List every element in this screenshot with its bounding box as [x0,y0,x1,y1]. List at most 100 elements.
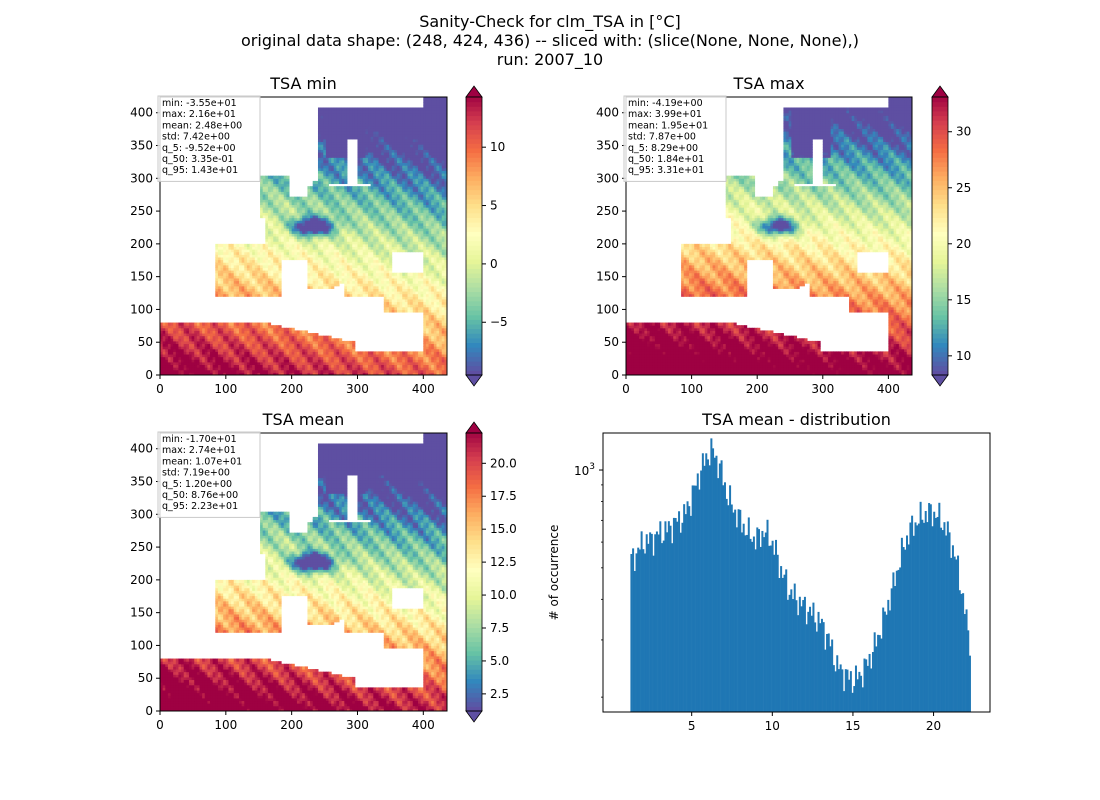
colorbar-step [466,498,482,503]
colorbar-step [466,553,482,558]
y-tick-label: 250 [596,204,619,218]
colorbar-step [466,213,482,218]
colorbar-step [466,665,482,670]
y-tick-label: 0 [145,368,153,382]
colorbar-step [932,306,948,311]
colorbar-step [466,106,482,111]
colorbar-step [932,125,948,130]
stats-line: mean: 2.48e+00 [162,120,242,131]
colorbar-step [466,301,482,306]
y-tick-label: 350 [596,139,619,153]
colorbar-step [932,264,948,269]
colorbar-step [466,660,482,665]
colorbar-step [932,259,948,264]
histogram-bar [748,517,750,712]
colorbar-step [466,329,482,334]
stats-line: min: -3.55e+01 [162,98,237,109]
colorbar-step [466,674,482,679]
colorbar-tick-label: 20.0 [490,456,517,470]
histogram-bar [661,543,663,712]
colorbar-step [466,139,482,144]
colorbar-step [466,461,482,466]
x-tick-label: 400 [412,718,435,732]
histogram-title: TSA mean - distribution [701,410,891,429]
colorbar-step [466,452,482,457]
x-tick-label: 5 [688,719,696,733]
colorbar-step [466,259,482,264]
colorbar-tick-label: 15 [956,293,971,307]
colorbar-step [466,324,482,329]
colorbar-step [932,139,948,144]
colorbar-step [932,208,948,213]
colorbar-step [932,204,948,209]
colorbar-step [932,333,948,338]
colorbar-step [466,143,482,148]
colorbar-step [932,282,948,287]
colorbar-tick-label: 10 [956,349,971,363]
colorbar-step [466,447,482,452]
stats-line: q_5: -9.52e+00 [162,143,236,154]
colorbar-step [466,125,482,130]
colorbar-step [466,507,482,512]
colorbar-step [932,250,948,255]
colorbar-step [466,273,482,278]
colorbar-step [466,255,482,260]
colorbar-step [932,268,948,273]
colorbar-step [466,134,482,139]
colorbar-step [932,273,948,278]
y-tick-label: 150 [130,270,153,284]
colorbar: 2.55.07.510.012.515.017.520.0 [466,422,517,722]
x-tick-label: 200 [280,718,303,732]
stats-line: std: 7.87e+00 [628,132,696,143]
colorbar-step [466,577,482,582]
colorbar-step [466,190,482,195]
colorbar-step [932,310,948,315]
colorbar-step [932,217,948,222]
y-tick-label: 50 [138,335,153,349]
histogram-bar [877,635,879,712]
histogram-bar [806,624,808,712]
colorbar-step [466,614,482,619]
colorbar-step [932,102,948,107]
colorbar-step [466,591,482,596]
colorbar-step [466,319,482,324]
colorbar-step [932,199,948,204]
colorbar-step [466,530,482,535]
colorbar-step [932,301,948,306]
colorbar-step [932,97,948,102]
colorbar-step [466,521,482,526]
colorbar-step [466,338,482,343]
colorbar-step [466,475,482,480]
colorbar-step [932,319,948,324]
y-tick-label: 300 [130,507,153,521]
colorbar-step [932,222,948,227]
colorbar-step [466,512,482,517]
colorbar-tick-label: 7.5 [490,621,509,635]
colorbar-step [466,157,482,162]
colorbar-step [932,180,948,185]
colorbar-step [466,199,482,204]
histogram-bar [920,502,922,712]
y-tick-label: 50 [138,671,153,685]
colorbar-step [466,438,482,443]
histogram-bar [962,593,964,712]
colorbar-step [466,442,482,447]
colorbar-step [466,231,482,236]
colorbar-step [466,162,482,167]
colorbar-step [932,292,948,297]
colorbar-step [932,287,948,292]
colorbar-step [466,558,482,563]
histogram-bar [848,680,850,712]
colorbar-step [466,250,482,255]
colorbar-step [466,470,482,475]
stats-line: min: -1.70e+01 [162,434,237,445]
colorbar-step [466,208,482,213]
colorbar-tick-label: 12.5 [490,555,517,569]
colorbar-step [466,180,482,185]
x-tick-label: 100 [214,718,237,732]
y-tick-label: 200 [130,237,153,251]
colorbar-step [466,268,482,273]
x-tick-label: 200 [280,382,303,396]
